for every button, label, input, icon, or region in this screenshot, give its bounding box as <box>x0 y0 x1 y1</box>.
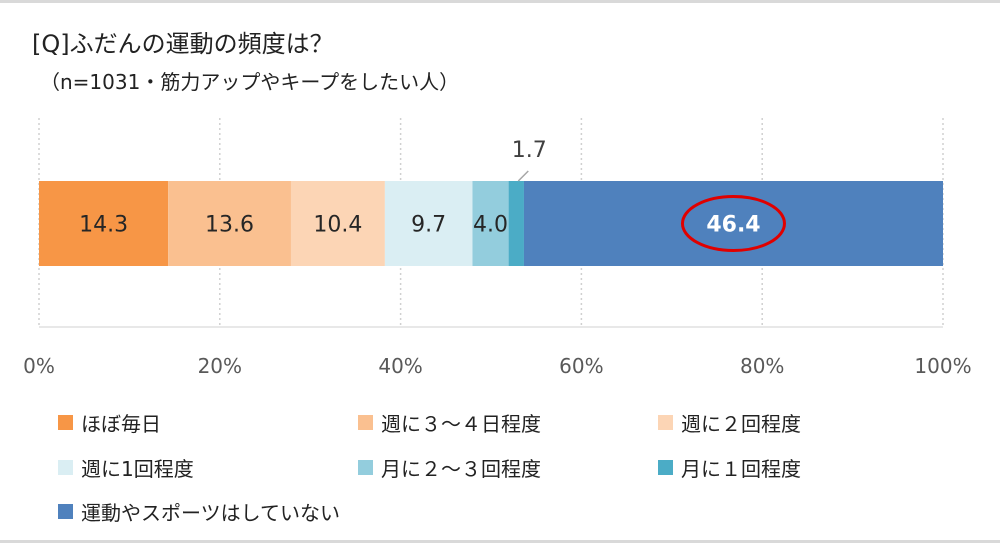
legend-label: 月に１回程度 <box>681 457 801 481</box>
data-label: 14.3 <box>79 213 128 238</box>
bar-segment <box>384 181 473 266</box>
legend-swatch <box>358 415 373 430</box>
legend-swatch <box>658 415 673 430</box>
data-label: 9.7 <box>411 213 446 238</box>
bottom-border <box>0 540 1000 543</box>
bar-segment <box>290 181 385 266</box>
chart-subtitle: （n=1031・筋力アップやキープをしたい人） <box>40 70 460 94</box>
legend-label: 運動やスポーツはしていない <box>81 501 340 525</box>
legend-label: 週に３～４日程度 <box>381 412 541 436</box>
x-tick-label: 0% <box>23 354 55 378</box>
legend-swatch <box>658 460 673 475</box>
legend-swatch <box>58 460 73 475</box>
legend-swatch <box>58 504 73 519</box>
chart-title: [Q]ふだんの運動の頻度は？ <box>32 30 334 58</box>
top-border <box>0 0 1000 3</box>
legend-item: 運動やスポーツはしていない <box>58 497 340 526</box>
legend-label: 週に２回程度 <box>681 412 801 436</box>
bar-segment <box>472 181 509 266</box>
highlight-ellipse <box>680 195 786 252</box>
legend-item: 週に３～４日程度 <box>358 408 541 437</box>
legend-item: 週に1回程度 <box>58 453 194 482</box>
legend-item: 週に２回程度 <box>658 408 801 437</box>
data-label: 10.4 <box>313 213 362 238</box>
x-tick-label: 60% <box>559 354 603 378</box>
data-label: 13.6 <box>205 213 254 238</box>
legend-label: ほぼ毎日 <box>81 412 161 436</box>
legend-label: 週に1回程度 <box>81 457 194 481</box>
bar-segment <box>39 181 169 266</box>
leader-line <box>517 170 529 182</box>
legend-item: 月に１回程度 <box>658 453 801 482</box>
x-tick-label: 100% <box>914 354 971 378</box>
bar-segment <box>168 181 291 266</box>
legend-item: ほぼ毎日 <box>58 408 161 437</box>
bar-segment <box>508 181 524 266</box>
legend-item: 月に２～３回程度 <box>358 453 541 482</box>
x-tick-label: 20% <box>198 354 242 378</box>
legend-swatch <box>58 415 73 430</box>
data-label: 46.4 <box>706 213 760 238</box>
stacked-bar-chart: 0% 20% 40% 60% 80% 100% 14.3 13.6 10.4 9.7 4.0 1.7 4… <box>23 118 972 378</box>
data-label: 4.0 <box>473 213 508 238</box>
x-tick-label: 40% <box>378 354 422 378</box>
legend-swatch <box>358 460 373 475</box>
data-label: 1.7 <box>512 138 547 163</box>
legend-label: 月に２～３回程度 <box>381 457 541 481</box>
x-tick-label: 80% <box>740 354 784 378</box>
